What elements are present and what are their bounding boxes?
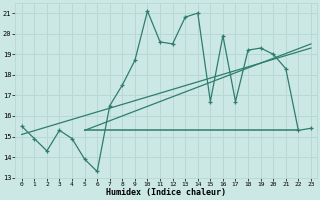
X-axis label: Humidex (Indice chaleur): Humidex (Indice chaleur) bbox=[106, 188, 226, 197]
